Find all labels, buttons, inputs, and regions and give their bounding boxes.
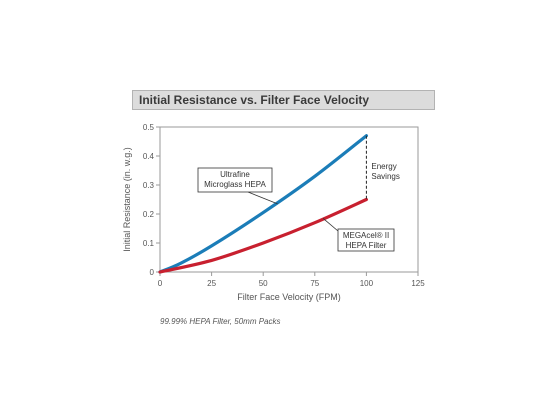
y-tick-label: 0.3: [143, 181, 155, 190]
y-tick-label: 0.5: [143, 123, 155, 132]
series2-leader-line: [322, 218, 339, 232]
plot-frame: [159, 126, 419, 273]
chart-title-bar: Initial Resistance vs. Filter Face Veloc…: [132, 90, 435, 110]
y-tick-label: 0.2: [143, 210, 155, 219]
series-line-1: [158, 134, 368, 274]
chart-footnote: 99.99% HEPA Filter, 50mm Packs: [160, 317, 281, 326]
series1-label-box: [197, 167, 273, 193]
series2-label-line: MEGAcel® II: [343, 231, 389, 240]
series1-leader-line: [247, 191, 278, 205]
series-line-2: [158, 197, 368, 274]
x-tick-label: 75: [310, 279, 319, 288]
energy-savings-label-line: Savings: [371, 172, 399, 181]
series1-label-line: Microglass HEPA: [204, 180, 266, 189]
series2-label-box: [337, 228, 395, 252]
x-tick-label: 50: [259, 279, 268, 288]
x-tick-label: 100: [360, 279, 374, 288]
y-tick-label: 0: [150, 268, 155, 277]
series-layer: [158, 134, 368, 274]
x-tick-label: 0: [158, 279, 163, 288]
y-tick-label: 0.4: [143, 152, 155, 161]
y-axis-label: Initial Resistance (in. w.g.): [122, 147, 132, 252]
energy-savings-label-line: Energy: [371, 162, 396, 171]
x-tick-label: 125: [411, 279, 425, 288]
axes: 0 25 50 75 100 125 0 0.1 0.2 0.3 0.4 0.5 Filter Face…: [122, 123, 425, 302]
series1-label-line: Ultrafine: [220, 170, 250, 179]
x-axis-label: Filter Face Velocity (FPM): [237, 292, 341, 302]
series2-label-line: HEPA Filter: [346, 241, 387, 250]
chart-title: Initial Resistance vs. Filter Face Veloc…: [139, 93, 370, 107]
x-tick-label: 25: [207, 279, 216, 288]
y-tick-label: 0.1: [143, 239, 155, 248]
